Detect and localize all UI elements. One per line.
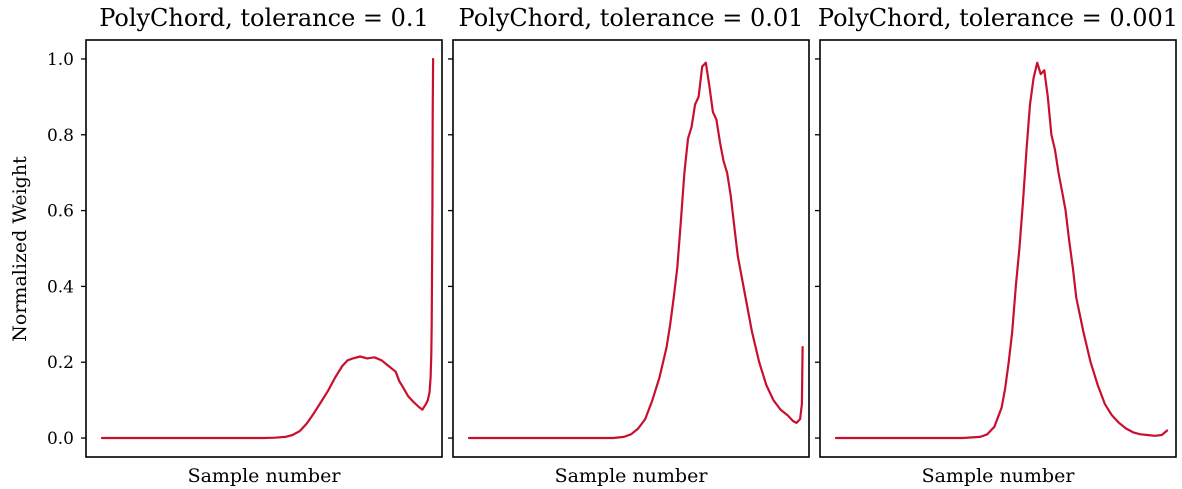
- y-tick-label: 0.8: [47, 126, 74, 146]
- chart-panel-2: PolyChord, tolerance = 0.01 Sample number: [448, 4, 810, 487]
- plot-frame: [452, 39, 810, 458]
- chart-panel-1: 0.0 0.2 0.4 0.6 0.8 1.0 PolyChord, tolerance =…: [47, 4, 443, 487]
- y-tick-label: 0.0: [47, 429, 74, 449]
- chart-title: PolyChord, tolerance = 0.01: [459, 4, 804, 32]
- y-axis-label: Normalized Weight: [9, 156, 31, 342]
- series-line: [100, 57, 435, 440]
- y-tick-label: 0.4: [47, 277, 74, 297]
- plot-frame: [819, 39, 1177, 458]
- chart-panel-3: PolyChord, tolerance = 0.001 Sample numbe…: [815, 4, 1178, 487]
- series-line: [467, 61, 804, 440]
- plot-frame: [85, 39, 443, 458]
- chart-title: PolyChord, tolerance = 0.001: [818, 4, 1178, 32]
- y-tick-label: 0.6: [47, 202, 74, 222]
- x-axis-label: Sample number: [188, 465, 342, 487]
- y-tick-label: 0.2: [47, 353, 74, 373]
- series-line: [834, 61, 1169, 440]
- x-axis-label: Sample number: [922, 465, 1076, 487]
- chart-title: PolyChord, tolerance = 0.1: [99, 4, 429, 32]
- x-axis-label: Sample number: [555, 465, 709, 487]
- y-tick-label: 1.0: [47, 50, 74, 70]
